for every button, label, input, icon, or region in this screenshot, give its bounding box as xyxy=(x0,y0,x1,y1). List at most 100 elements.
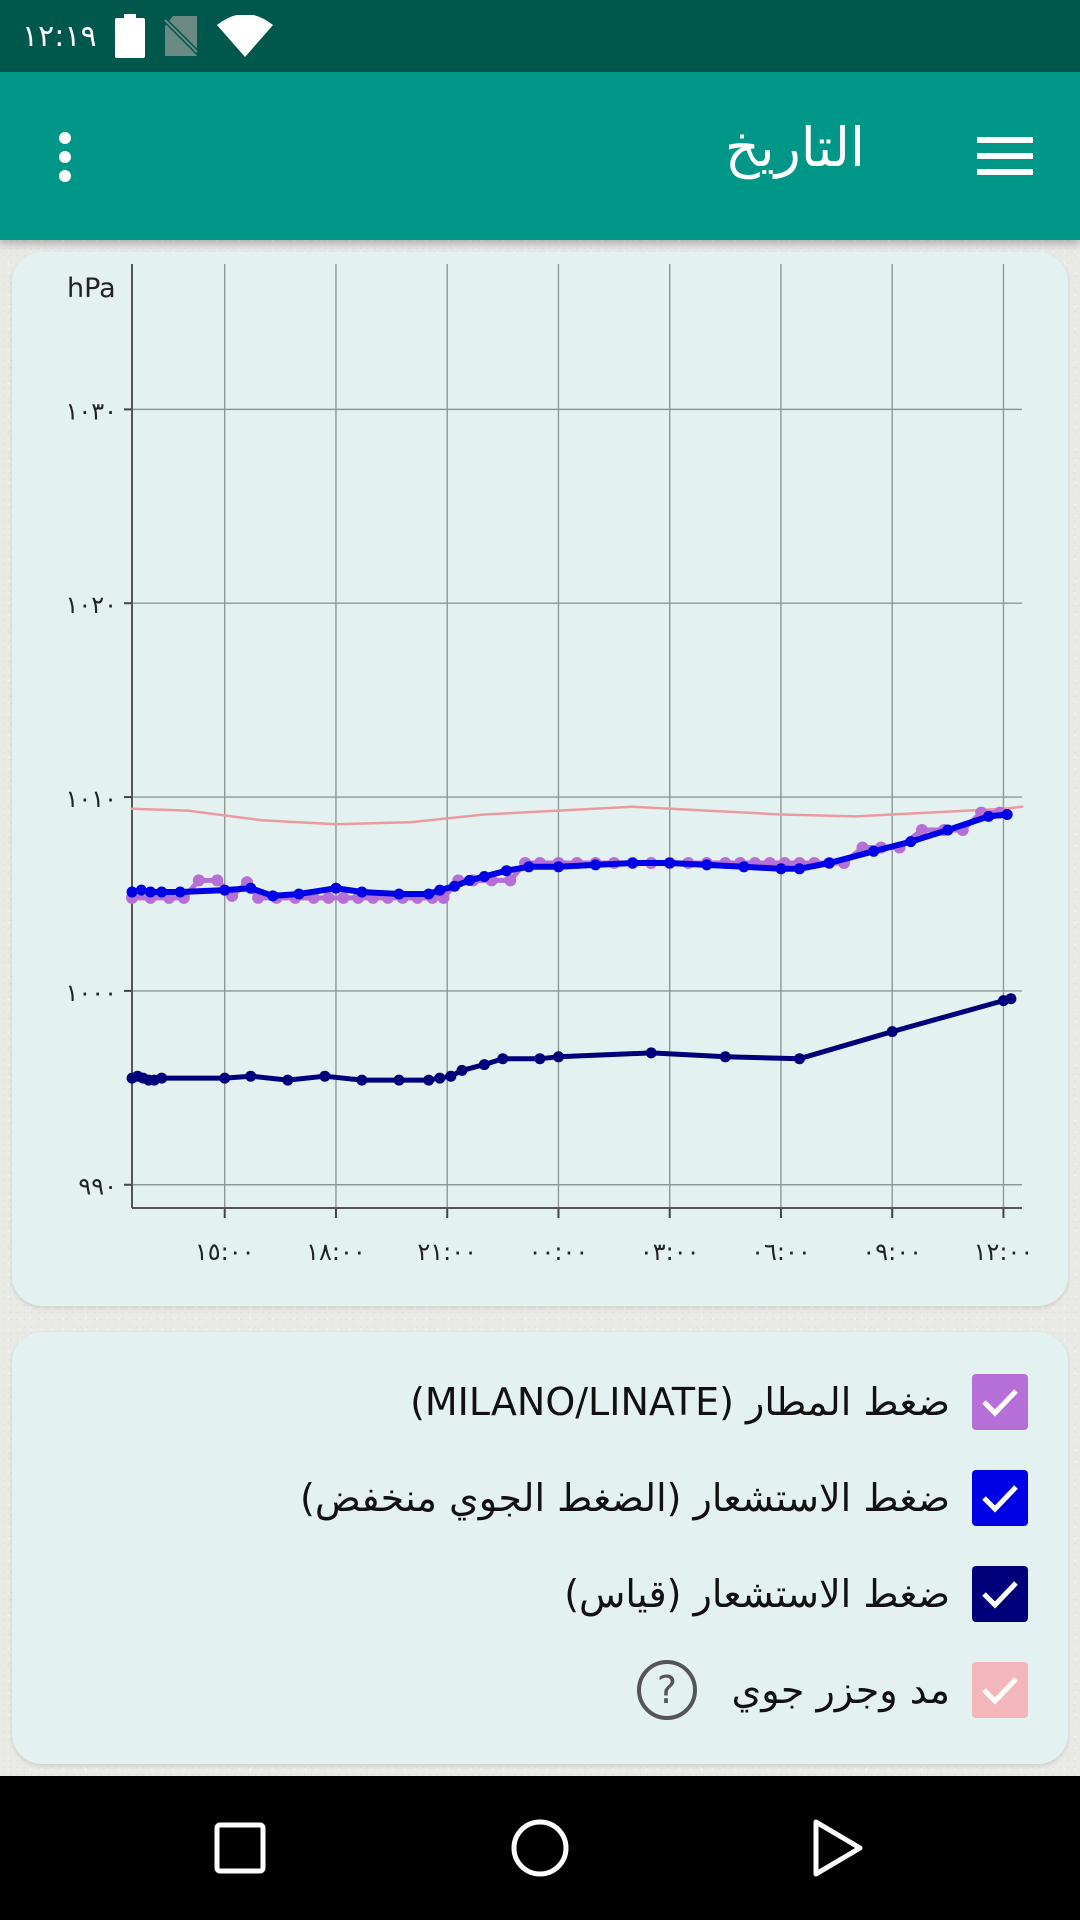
data-point xyxy=(445,1070,457,1082)
checkbox-sensor-pressure-measured[interactable] xyxy=(972,1566,1028,1622)
y-axis-label: hPa xyxy=(67,273,116,304)
legend-label: ضغط المطار (MILANO/LINATE) xyxy=(410,1380,950,1424)
data-point xyxy=(356,1074,368,1086)
data-point xyxy=(337,891,350,904)
data-point xyxy=(478,1059,490,1071)
y-tick-label: ١٠٢٠ xyxy=(65,591,117,619)
data-point xyxy=(664,857,676,869)
data-point xyxy=(192,874,205,887)
recents-icon[interactable] xyxy=(200,1808,280,1888)
data-point xyxy=(319,1070,331,1082)
navigation-bar xyxy=(0,1776,1080,1920)
data-point xyxy=(423,1074,435,1086)
data-point xyxy=(464,874,475,886)
pressure-chart: ٩٩٠ ١٠٠٠ ١٠١٠ ١٠٢٠ ١٠٣٠ ١٥:٠٠ ١٨:٠٠ ٢١:٠٠ ٠٠:٠٠ ٠… xyxy=(65,264,1033,1266)
chart-labels: ٩٩٠ ١٠٠٠ ١٠١٠ ١٠٢٠ ١٠٣٠ ١٥:٠٠ ١٨:٠٠ ٢١:٠٠ ٠٠:٠٠ ٠… xyxy=(65,273,1033,1266)
data-point xyxy=(434,884,446,896)
data-point xyxy=(423,888,435,900)
data-point xyxy=(497,1053,509,1065)
data-point xyxy=(701,859,713,871)
data-point xyxy=(645,1047,657,1059)
series-sensor-pressure-measured xyxy=(126,993,1017,1086)
data-point xyxy=(868,845,880,857)
help-circle-icon[interactable]: ? xyxy=(636,1659,698,1721)
y-tick-label: ١٠٣٠ xyxy=(65,397,117,425)
data-point xyxy=(794,1053,805,1065)
data-point xyxy=(219,884,231,896)
data-point xyxy=(915,824,928,836)
data-point xyxy=(434,1072,446,1084)
data-point xyxy=(322,891,335,904)
more-vertical-icon[interactable] xyxy=(40,122,90,192)
data-point xyxy=(794,863,805,875)
data-point xyxy=(356,886,368,898)
checkbox-airport-pressure[interactable] xyxy=(972,1374,1028,1430)
data-point xyxy=(886,1026,898,1038)
data-point xyxy=(1005,993,1017,1005)
x-tick-label: ٢١:٠٠ xyxy=(417,1238,477,1266)
chart-grid xyxy=(132,264,1022,1208)
data-point xyxy=(211,874,224,887)
data-point xyxy=(1001,809,1013,820)
chart-axes xyxy=(124,264,1022,1218)
data-point xyxy=(553,1051,564,1063)
data-point xyxy=(738,861,750,873)
legend-item-sensor-pressure-measured[interactable]: ضغط الاستشعار (قياس) xyxy=(128,1564,1028,1624)
legend-item-atmospheric-tide[interactable]: مد وجزر جوي ? xyxy=(128,1660,1028,1720)
data-point xyxy=(245,882,257,894)
legend-label: ضغط الاستشعار (الضغط الجوي منخفض) xyxy=(300,1476,950,1520)
series-line xyxy=(129,996,1014,1083)
data-point xyxy=(245,1070,257,1082)
legend-item-sensor-pressure-sea-level[interactable]: ضغط الاستشعار (الضغط الجوي منخفض) xyxy=(128,1468,1028,1528)
wifi-icon xyxy=(216,15,273,57)
data-point xyxy=(282,1074,294,1086)
status-bar: ١٢:١٩ xyxy=(0,0,1080,72)
x-tick-label: ١٨:٠٠ xyxy=(306,1238,366,1266)
data-point xyxy=(330,882,342,894)
x-tick-label: ١٢:٠٠ xyxy=(974,1238,1034,1266)
no-sim-icon xyxy=(162,14,199,58)
data-point xyxy=(501,865,512,877)
data-point xyxy=(942,824,954,836)
app-bar: التاريخ xyxy=(0,72,1080,240)
y-tick-label: ١٠١٠ xyxy=(65,785,117,813)
data-point xyxy=(553,861,564,873)
data-point xyxy=(135,884,147,896)
data-point xyxy=(267,890,279,902)
legend-card: ضغط المطار (MILANO/LINATE) ضغط الاستشعار… xyxy=(12,1332,1068,1764)
checkbox-sensor-pressure-sea-level[interactable] xyxy=(972,1470,1028,1526)
data-point xyxy=(174,886,186,898)
status-time: ١٢:١٩ xyxy=(22,18,97,54)
data-point xyxy=(523,861,535,873)
series-sensor-pressure-sea-level xyxy=(126,809,1013,902)
series-atmospheric-tide xyxy=(130,805,1024,826)
svg-text:?: ? xyxy=(656,1668,676,1712)
data-point xyxy=(156,886,168,898)
data-point xyxy=(823,857,835,869)
data-point xyxy=(393,888,405,900)
checkbox-atmospheric-tide[interactable] xyxy=(972,1662,1028,1718)
data-point xyxy=(156,1072,168,1084)
chart-card: ٩٩٠ ١٠٠٠ ١٠١٠ ١٠٢٠ ١٠٣٠ ١٥:٠٠ ١٨:٠٠ ٢١:٠٠ ٠٠:٠٠ ٠… xyxy=(12,252,1068,1306)
home-icon[interactable] xyxy=(500,1808,580,1888)
data-point xyxy=(393,1074,405,1086)
data-point xyxy=(905,836,917,848)
back-icon[interactable] xyxy=(798,1808,878,1888)
data-point xyxy=(504,874,517,887)
data-point xyxy=(456,1064,468,1076)
x-tick-label: ٠٦:٠٠ xyxy=(751,1238,811,1266)
series-line xyxy=(130,805,1024,826)
legend-item-airport-pressure[interactable]: ضغط المطار (MILANO/LINATE) xyxy=(128,1372,1028,1432)
chart-series xyxy=(126,805,1024,1086)
page-title: التاريخ xyxy=(724,116,865,179)
data-point xyxy=(627,857,639,869)
data-point xyxy=(534,1053,546,1065)
data-point xyxy=(145,886,156,898)
hamburger-menu-icon[interactable] xyxy=(970,124,1040,188)
data-point xyxy=(219,1072,231,1084)
data-point xyxy=(775,863,787,875)
data-point xyxy=(449,880,461,892)
data-point xyxy=(590,859,601,871)
legend-label: ضغط الاستشعار (قياس) xyxy=(564,1572,950,1616)
data-point xyxy=(126,886,138,898)
